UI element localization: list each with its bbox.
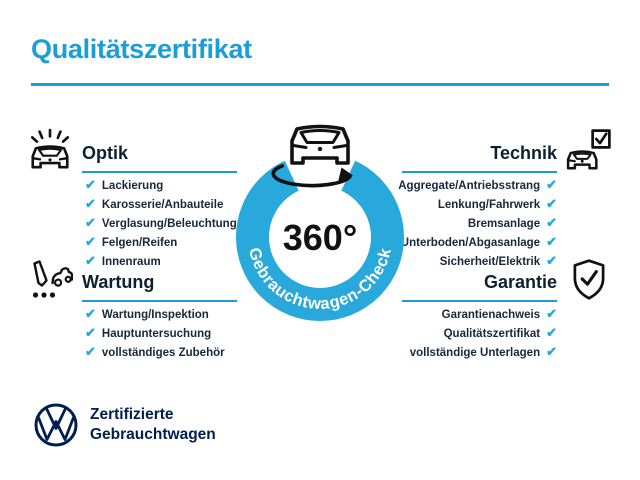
checklist-item-label: Garantienachweis [441, 308, 541, 321]
checklist-item: ✔ Innenraum [85, 252, 237, 271]
check-icon: ✔ [546, 253, 557, 268]
title-divider [31, 83, 609, 86]
car-checkbox-icon [566, 129, 611, 170]
check-icon: ✔ [85, 215, 96, 230]
checklist-item-label: Unterboden/Abgasanlage [400, 236, 541, 249]
section-divider [402, 171, 557, 173]
checklist-item-label: Innenraum [101, 255, 161, 268]
checklist: Garantienachweis ✔ Qualitätszertifikat ✔ vol… [410, 305, 557, 362]
check-icon: ✔ [546, 177, 557, 192]
checklist-item-label: Lackierung [101, 179, 164, 192]
section-heading: Wartung [82, 272, 155, 292]
checklist: ✔ Wartung/Inspektion ✔ Hauptuntersuchung ✔ vo… [85, 305, 225, 362]
checklist-item-label: Felgen/Reifen [101, 236, 178, 249]
section-divider [82, 300, 237, 302]
check-icon: ✔ [546, 306, 557, 321]
shield-check-icon [573, 259, 605, 300]
360-check-badge: 360° Gebrauchtwagen-Check [228, 118, 412, 322]
checklist-item: Unterboden/Abgasanlage ✔ [398, 233, 557, 252]
check-icon: ✔ [85, 177, 96, 192]
checklist-item: Bremsanlage ✔ [398, 214, 557, 233]
checklist-item-label: vollständige Unterlagen [409, 346, 541, 359]
page-title: Qualitätszertifikat [31, 34, 252, 64]
vw-logo [34, 403, 78, 447]
checklist-item-label: Wartung/Inspektion [101, 308, 209, 321]
badge-degrees: 360° [283, 217, 357, 258]
section-divider [402, 300, 557, 302]
checklist-item: ✔ Wartung/Inspektion [85, 305, 225, 324]
checklist-item-label: Sicherheit/Elektrik [439, 255, 541, 268]
checklist-item: Garantienachweis ✔ [410, 305, 557, 324]
checklist-item: Lenkung/Fahrwerk ✔ [398, 195, 557, 214]
checklist-item: ✔ Lackierung [85, 176, 237, 195]
checklist-item-label: vollständiges Zubehör [101, 346, 225, 359]
checklist-item: Qualitätszertifikat ✔ [410, 324, 557, 343]
section-heading: Optik [82, 143, 129, 163]
section-heading: Technik [490, 143, 557, 163]
checklist-item: vollständige Unterlagen ✔ [410, 343, 557, 362]
checklist-item: Aggregate/Antriebsstrang ✔ [398, 176, 557, 195]
section-wartung: Wartung ✔ Wartung/Inspektion ✔ Hauptuntersu… [27, 257, 240, 382]
checklist-item-label: Karosserie/Anbauteile [101, 198, 224, 211]
check-icon: ✔ [546, 234, 557, 249]
checklist-item: ✔ vollständiges Zubehör [85, 343, 225, 362]
checklist-item: ✔ Felgen/Reifen [85, 233, 237, 252]
section-divider [82, 171, 237, 173]
checklist: Aggregate/Antriebsstrang ✔ Lenkung/Fahrwer… [398, 176, 557, 271]
checklist-item-label: Verglasung/Beleuchtung [101, 217, 237, 230]
checklist-item: ✔ Karosserie/Anbauteile [85, 195, 237, 214]
check-icon: ✔ [85, 306, 96, 321]
checklist-item-label: Hauptuntersuchung [101, 327, 212, 340]
check-icon: ✔ [85, 196, 96, 211]
check-icon: ✔ [546, 196, 557, 211]
service-checklist-icon [32, 260, 73, 298]
checklist: ✔ Lackierung ✔ Karosserie/Anbauteile ✔ Vergla… [85, 176, 237, 271]
brand-line-2: Gebrauchtwagen [90, 426, 216, 443]
checklist-item-label: Bremsanlage [467, 217, 541, 230]
section-technik: Technik Aggregate/Antriebsstrang ✔ Lenkung… [398, 128, 613, 268]
brand-line-1: Zertifizierte [90, 406, 174, 423]
checklist-item: Sicherheit/Elektrik ✔ [398, 252, 557, 271]
section-garantie: Garantie Garantienachweis ✔ Qualitätszerti… [400, 257, 613, 382]
check-icon: ✔ [85, 325, 96, 340]
check-icon: ✔ [546, 344, 557, 359]
check-icon: ✔ [546, 215, 557, 230]
check-icon: ✔ [546, 325, 557, 340]
checklist-item: ✔ Verglasung/Beleuchtung [85, 214, 237, 233]
section-heading: Garantie [483, 272, 557, 292]
checklist-item-label: Aggregate/Antriebsstrang [398, 179, 541, 192]
checklist-item: ✔ Hauptuntersuchung [85, 324, 225, 343]
car-shine-icon [30, 128, 70, 169]
checklist-item-label: Lenkung/Fahrwerk [437, 198, 541, 211]
section-optik: Optik ✔ Lackierung ✔ Karosserie/Anbauteile ✔… [27, 128, 240, 268]
checklist-item-label: Qualitätszertifikat [443, 327, 541, 340]
brand-name: Zertifizierte Gebrauchtwagen [90, 405, 216, 445]
check-icon: ✔ [85, 344, 96, 359]
car-rotation-icon [271, 124, 353, 188]
check-icon: ✔ [85, 234, 96, 249]
360-badge-graphic: 360° Gebrauchtwagen-Check [236, 120, 404, 321]
check-icon: ✔ [85, 253, 96, 268]
